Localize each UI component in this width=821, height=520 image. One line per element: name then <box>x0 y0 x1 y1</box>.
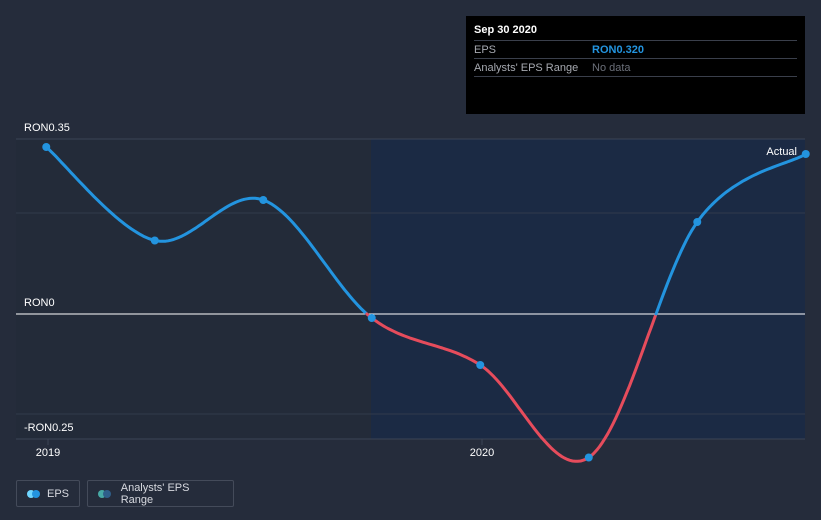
past-region-bg <box>16 139 371 439</box>
eps-data-point[interactable] <box>801 150 810 158</box>
x-tick-label-2019: 2019 <box>36 447 60 459</box>
tooltip-row-eps: EPS RON0.320 <box>474 40 797 58</box>
y-tick-label-top: RON0.35 <box>24 122 70 134</box>
tooltip: Sep 30 2020 EPS RON0.320 Analysts' EPS R… <box>466 16 805 114</box>
legend-eps-label: EPS <box>46 487 69 500</box>
eps-data-point[interactable] <box>259 196 268 204</box>
eps-line-positive-segment <box>654 152 808 316</box>
range-legend-dot-dark <box>103 489 111 498</box>
x-tick-label-2020: 2020 <box>470 447 494 459</box>
range-legend-dot-light <box>98 489 106 498</box>
legend-eps-toggle[interactable]: EPS <box>16 480 80 507</box>
eps-data-point[interactable] <box>584 453 593 462</box>
legend-range-toggle[interactable]: Analysts' EPS Range <box>87 480 234 507</box>
tooltip-row-range: Analysts' EPS Range No data <box>474 58 797 77</box>
tooltip-range-label: Analysts' EPS Range <box>474 61 579 74</box>
eps-line-negative-segment <box>365 312 658 463</box>
eps-legend-icon <box>27 489 40 498</box>
eps-data-point[interactable] <box>367 314 376 322</box>
tooltip-range-value: No data <box>592 61 631 74</box>
range-legend-icon <box>98 489 112 498</box>
tooltip-eps-value: RON0.320 <box>592 43 644 56</box>
eps-legend-dot-light <box>27 489 35 498</box>
tooltip-eps-label: EPS <box>474 43 497 56</box>
eps-series-lines <box>44 145 808 463</box>
y-tick-label-zero: RON0 <box>24 297 55 309</box>
tooltip-date: Sep 30 2020 <box>474 24 537 36</box>
eps-line-positive-segment <box>44 145 369 316</box>
eps-data-point[interactable] <box>693 218 702 226</box>
eps-legend-dot-dark <box>32 489 40 498</box>
legend-range-label: Analysts' EPS Range <box>120 481 190 506</box>
eps-series-points <box>42 143 810 462</box>
eps-data-point[interactable] <box>42 143 51 151</box>
eps-data-point[interactable] <box>476 361 485 369</box>
y-tick-label-bottom: -RON0.25 <box>24 422 74 434</box>
eps-data-point[interactable] <box>150 236 159 245</box>
actual-label: Actual <box>766 146 797 158</box>
